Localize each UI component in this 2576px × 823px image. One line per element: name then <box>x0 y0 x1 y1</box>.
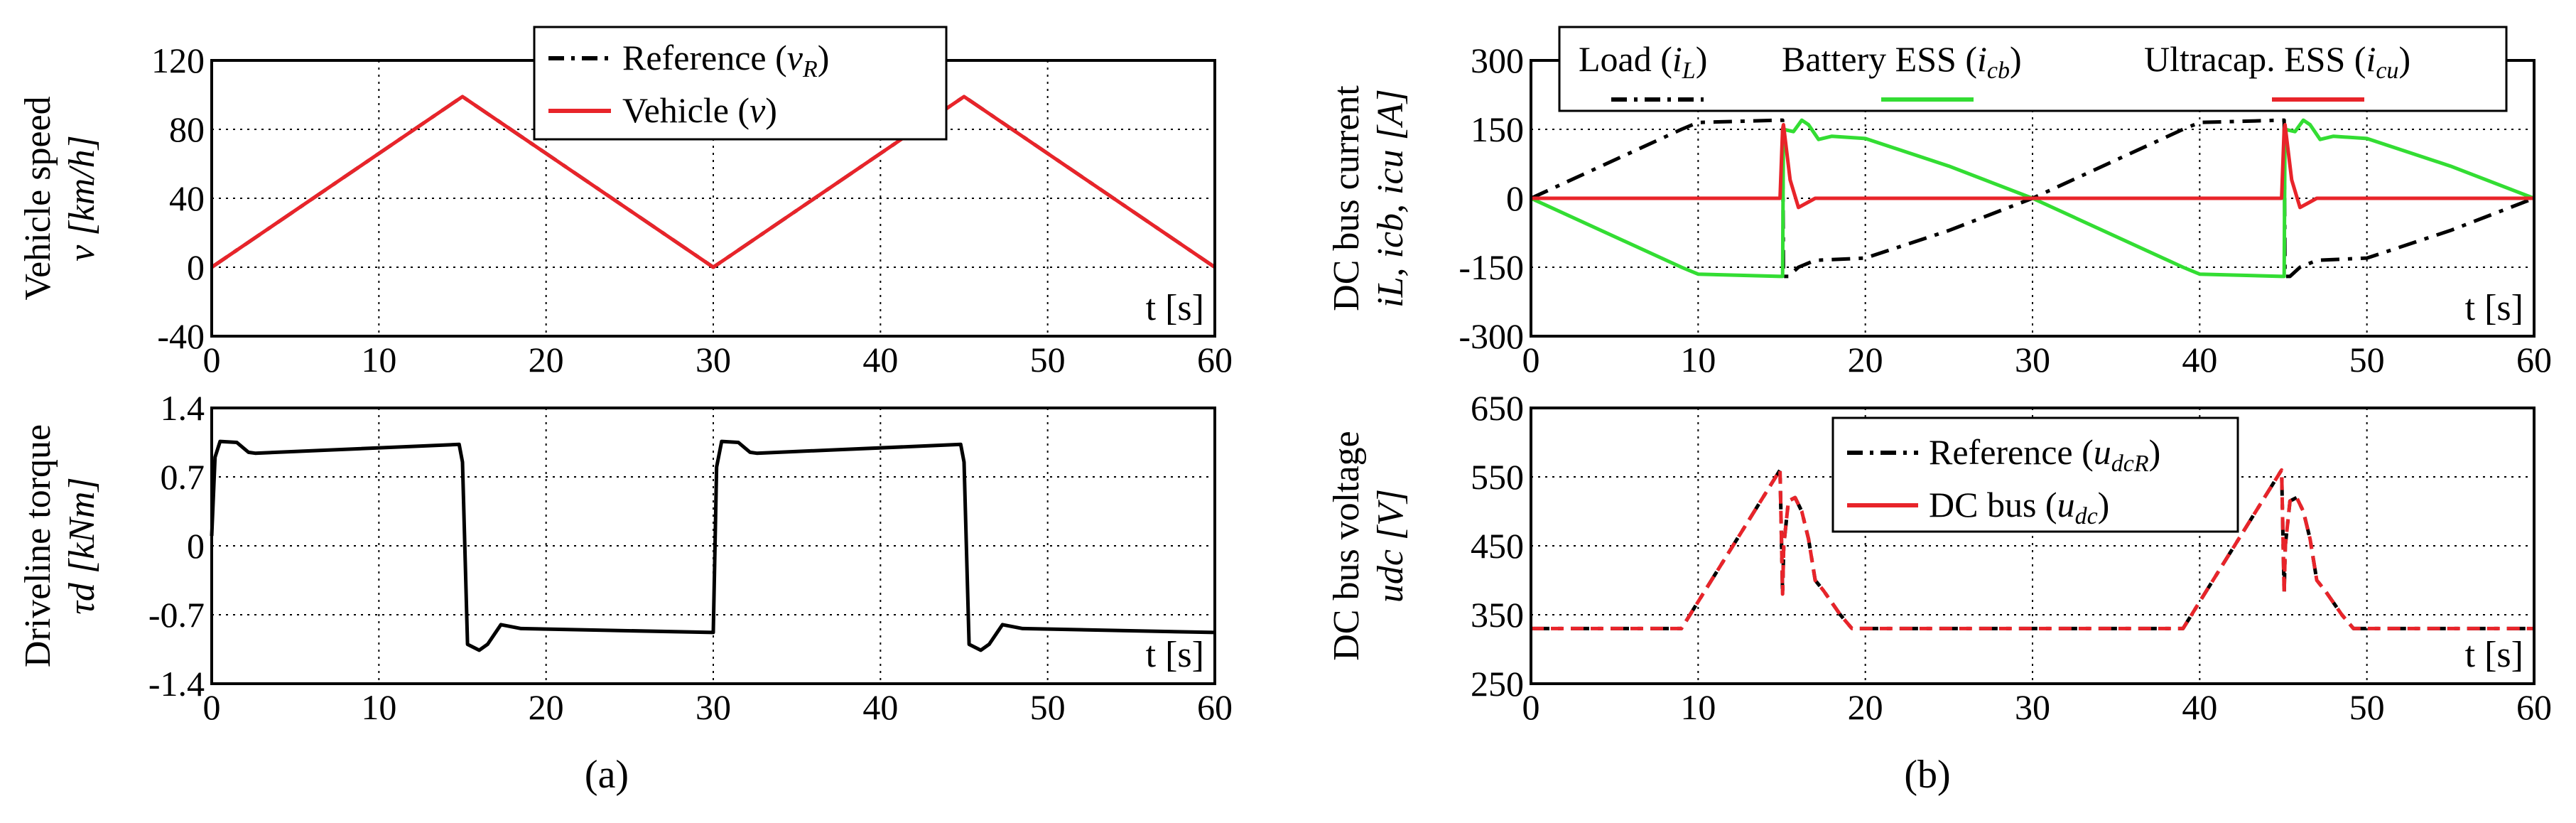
legend-entry-reference: Reference (vR) <box>622 38 829 82</box>
y-axis-label-current: DC bus current iL, icb, icu [A] <box>1326 85 1411 311</box>
x-tick-labels-current: 0 10 20 30 40 50 60 <box>1522 340 2553 380</box>
x-tick-label: 20 <box>529 687 564 727</box>
series-voltage <box>1531 468 2534 630</box>
x-tick-label: 10 <box>1680 687 1716 727</box>
legend-entry-reference-udc: Reference (udcR) <box>1929 432 2160 477</box>
y-axis-label-torque: Driveline torque τd [kNm] <box>18 424 102 667</box>
series-line-voltage-0 <box>1531 468 2534 630</box>
y-label-line-2: v [km/h] <box>62 135 102 262</box>
x-tick-label: 0 <box>203 687 221 727</box>
x-tick-label: 40 <box>2182 340 2217 380</box>
y-label-line-1: DC bus current <box>1326 85 1367 311</box>
x-tick-label: 50 <box>1030 687 1066 727</box>
y-tick-label: 80 <box>169 109 205 149</box>
series-line-speed-1 <box>210 95 1216 269</box>
y-tick-label: 1.4 <box>161 388 205 428</box>
legend-entry-load: Load (iL) <box>1579 39 1707 84</box>
x-tick-label: 40 <box>2182 687 2217 727</box>
y-tick-label: -0.7 <box>148 595 205 635</box>
y-label-line-1: Driveline torque <box>18 424 58 667</box>
series-line-torque-0 <box>210 439 1216 652</box>
y-tick-labels-torque: -1.4 -0.7 0 0.7 1.4 <box>148 388 205 704</box>
y-tick-label: 40 <box>169 178 205 218</box>
x-tick-label: 0 <box>203 340 221 380</box>
x-tick-label: 60 <box>2516 687 2552 727</box>
chart-dc-bus-voltage: 250 350 450 550 650 0 10 20 30 40 50 60 DC bus vol… <box>1326 388 2552 727</box>
x-axis-label-speed: t [s] <box>1146 288 1204 328</box>
x-tick-label: 30 <box>696 340 731 380</box>
x-axis-label-current: t [s] <box>2465 288 2523 328</box>
legend-entry-battery: Battery ESS (icb) <box>1782 39 2022 84</box>
series-current <box>1530 118 2535 279</box>
x-tick-label: 20 <box>1848 687 1883 727</box>
x-tick-label: 40 <box>862 340 898 380</box>
y-tick-label: 0 <box>187 526 205 566</box>
chart-dc-bus-current: -300 -150 0 150 300 0 10 20 30 40 50 60 DC bus cur… <box>1326 26 2553 380</box>
y-tick-label: 0 <box>1506 178 1524 218</box>
x-tick-label: 10 <box>361 687 396 727</box>
panel-label-a: (a) <box>585 753 629 797</box>
legend-entry-dc-bus: DC bus (udc) <box>1929 485 2109 529</box>
chart-driveline-torque: -1.4 -0.7 0 0.7 1.4 0 10 20 30 40 50 60 Driveline … <box>18 388 1233 727</box>
legend-current: Load (iL) Battery ESS (icb) Ultracap. ES… <box>1558 26 2508 112</box>
series-torque <box>210 439 1216 652</box>
x-tick-labels-voltage: 0 10 20 30 40 50 60 <box>1522 687 2553 727</box>
y-tick-label: 300 <box>1471 41 1524 80</box>
y-label-line-2: udc [V] <box>1370 489 1411 603</box>
legend-entry-ultracap: Ultracap. ESS (icu) <box>2144 39 2410 84</box>
x-tick-label: 20 <box>1848 340 1883 380</box>
y-tick-label: 120 <box>151 41 205 80</box>
y-tick-label: -1.4 <box>148 664 205 704</box>
x-tick-label: 50 <box>2349 687 2385 727</box>
x-tick-labels-speed: 0 10 20 30 40 50 60 <box>203 340 1233 380</box>
x-tick-label: 60 <box>2516 340 2552 380</box>
x-tick-label: 10 <box>361 340 396 380</box>
x-tick-label: 60 <box>1197 340 1233 380</box>
y-label-line-2: τd [kNm] <box>62 477 102 614</box>
legend-speed: Reference (vR) Vehicle (v) <box>533 26 948 141</box>
x-tick-label: 50 <box>2349 340 2385 380</box>
y-tick-labels-speed: -40 0 40 80 120 <box>151 41 205 356</box>
x-tick-label: 20 <box>529 340 564 380</box>
legend-voltage: Reference (udcR) DC bus (udc) <box>1831 416 2239 533</box>
y-tick-labels-voltage: 250 350 450 550 650 <box>1471 388 1524 704</box>
y-axis-label-speed: Vehicle speed v [km/h] <box>18 96 102 300</box>
x-tick-label: 30 <box>2015 687 2050 727</box>
x-tick-label: 0 <box>1522 687 1540 727</box>
x-axis-label-voltage: t [s] <box>2465 635 2523 675</box>
legend-entry-vehicle: Vehicle (v) <box>622 90 777 130</box>
x-tick-label: 30 <box>696 687 731 727</box>
x-tick-labels-torque: 0 10 20 30 40 50 60 <box>203 687 1233 727</box>
y-label-line-1: Vehicle speed <box>18 96 58 300</box>
x-tick-label: 50 <box>1030 340 1066 380</box>
y-tick-label: 350 <box>1471 595 1524 635</box>
y-tick-label: 250 <box>1471 664 1524 704</box>
y-axis-label-voltage: DC bus voltage udc [V] <box>1326 431 1411 661</box>
y-tick-label: 650 <box>1471 388 1524 428</box>
y-tick-label: 450 <box>1471 526 1524 566</box>
y-tick-labels-current: -300 -150 0 150 300 <box>1459 41 1524 356</box>
x-tick-label: 40 <box>862 687 898 727</box>
series-speed <box>210 95 1216 269</box>
x-tick-label: 10 <box>1680 340 1716 380</box>
x-tick-label: 30 <box>2015 340 2050 380</box>
panel-label-b: (b) <box>1904 753 1950 797</box>
y-tick-label: 0.7 <box>161 457 205 497</box>
y-tick-label: 550 <box>1471 457 1524 497</box>
y-label-line-1: DC bus voltage <box>1326 431 1367 661</box>
series-line-current-2 <box>1531 123 2534 210</box>
x-tick-label: 60 <box>1197 687 1233 727</box>
y-tick-label: -150 <box>1459 247 1524 287</box>
x-axis-label-torque: t [s] <box>1146 635 1204 675</box>
y-tick-label: -300 <box>1459 316 1524 356</box>
y-tick-label: -40 <box>157 316 205 356</box>
y-tick-label: 0 <box>187 247 205 287</box>
x-tick-label: 0 <box>1522 340 1540 380</box>
y-label-line-2: iL, icb, icu [A] <box>1370 89 1411 308</box>
y-tick-label: 150 <box>1471 109 1524 149</box>
